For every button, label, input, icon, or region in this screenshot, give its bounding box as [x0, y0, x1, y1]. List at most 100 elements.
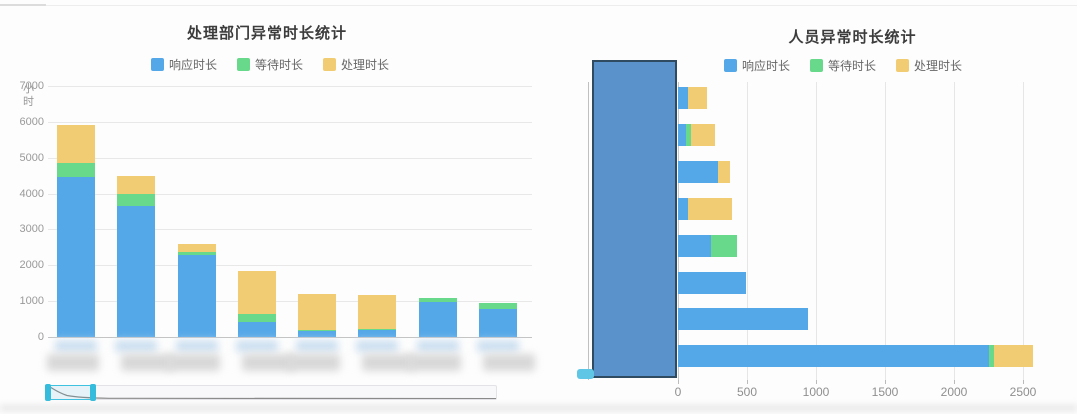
gridline-x-2000	[954, 82, 955, 380]
bar-segment-响应时长[interactable]	[117, 206, 156, 337]
gridline-y-0	[48, 337, 532, 338]
bar-segment-处理时长[interactable]	[237, 271, 276, 314]
bar-segment-处理时长[interactable]	[691, 123, 716, 146]
bar-segment-处理时长[interactable]	[298, 293, 336, 330]
bar-segment-等待时长[interactable]	[237, 313, 276, 322]
bar-segment-等待时长[interactable]	[358, 328, 397, 331]
y-tick-label: 0	[37, 331, 44, 343]
gridline-y-5000	[48, 157, 532, 159]
left-chart-title: 处理部门异常时长统计	[186, 25, 347, 42]
x-tick-mark	[678, 380, 679, 384]
legend-label: 处理时长	[914, 59, 963, 73]
left-plot-area	[48, 86, 532, 338]
x-tick-mark	[1023, 380, 1024, 384]
vertical-datazoom-window[interactable]	[592, 60, 677, 378]
bar-segment-处理时长[interactable]	[718, 160, 731, 183]
y-tick-label: 1000	[19, 295, 44, 308]
legend-swatch-blue-icon	[723, 59, 737, 72]
blurred-label-blob	[362, 354, 415, 371]
bar-segment-响应时长[interactable]	[298, 331, 336, 337]
blurred-label-blob	[288, 354, 340, 371]
x-tick-label: 2000	[940, 385, 968, 399]
blurred-label-blob	[175, 340, 218, 352]
bar-segment-响应时长[interactable]	[418, 301, 457, 337]
blurred-label-blob	[356, 340, 399, 352]
bar-segment-响应时长[interactable]	[678, 308, 808, 331]
bar-segment-处理时长[interactable]	[687, 87, 707, 109]
bar-segment-处理时长[interactable]	[358, 294, 397, 329]
bar-segment-等待时长[interactable]	[418, 297, 457, 302]
x-tick-label: 1000	[802, 385, 830, 399]
legend-label: 等待时长	[254, 58, 303, 72]
blurred-label-blob	[416, 340, 459, 352]
legend-item-process-time[interactable]: 处理时长	[896, 57, 962, 74]
bar-segment-等待时长[interactable]	[57, 163, 95, 178]
gridline-y-6000	[48, 121, 532, 123]
bar-segment-响应时长[interactable]	[678, 271, 746, 294]
bar-segment-响应时长[interactable]	[237, 321, 276, 337]
x-tick-label: 500	[736, 385, 758, 399]
vertical-datazoom-handle[interactable]	[577, 369, 594, 379]
bar-segment-处理时长[interactable]	[57, 125, 95, 164]
bar-segment-响应时长[interactable]	[678, 160, 719, 183]
left-legend: 响应时长 等待时长 处理时长	[0, 56, 540, 73]
legend-item-response-time[interactable]: 响应时长	[150, 56, 217, 73]
bar-segment-响应时长[interactable]	[177, 254, 216, 337]
gridline-x-500	[747, 82, 748, 380]
bar-segment-响应时长[interactable]	[57, 177, 95, 337]
legend-swatch-green-icon	[236, 58, 250, 71]
datazoom-window[interactable]	[48, 385, 93, 400]
bar-segment-响应时长[interactable]	[678, 87, 688, 109]
bar-segment-处理时长[interactable]	[687, 197, 732, 220]
y-tick-label: 7000	[19, 80, 44, 92]
legend-swatch-green-icon	[809, 59, 823, 72]
right-plot-area	[678, 82, 1033, 380]
right-legend: 响应时长 等待时长 处理时长	[615, 57, 1071, 74]
bar-segment-响应时长[interactable]	[478, 308, 517, 337]
blurred-label-blob	[296, 340, 338, 352]
vertical-datazoom-track[interactable]	[588, 82, 589, 380]
legend-swatch-blue-icon	[150, 58, 164, 71]
gridline-x-1500	[885, 82, 886, 380]
gridline-x-2500	[1023, 82, 1024, 380]
legend-item-process-time[interactable]: 处理时长	[323, 56, 389, 73]
bar-segment-等待时长[interactable]	[686, 123, 692, 146]
top-divider-line	[0, 5, 1077, 6]
bar-segment-响应时长[interactable]	[358, 330, 397, 337]
bar-segment-响应时长[interactable]	[678, 234, 712, 257]
bar-segment-处理时长[interactable]	[117, 175, 156, 194]
bar-segment-处理时长[interactable]	[177, 243, 216, 253]
blurred-label-blob	[235, 340, 278, 352]
datazoom-data-shadow	[49, 386, 496, 399]
legend-item-wait-time[interactable]: 等待时长	[236, 56, 303, 73]
y-axis-unit-label: 小时	[23, 83, 34, 108]
gridline-x-1000	[816, 82, 817, 380]
x-tick-mark	[885, 380, 886, 384]
bar-segment-等待时长[interactable]	[478, 302, 517, 309]
bar-segment-等待时长[interactable]	[298, 329, 336, 332]
bar-segment-响应时长[interactable]	[678, 123, 687, 146]
gridline-y-1000	[48, 301, 532, 303]
blurred-label-blob	[482, 354, 535, 371]
legend-label: 响应时长	[168, 58, 217, 72]
bar-segment-等待时长[interactable]	[988, 345, 995, 368]
gridline-y-4000	[48, 193, 532, 195]
bar-segment-等待时长[interactable]	[177, 252, 216, 255]
y-tick-label: 5000	[19, 151, 44, 164]
bar-segment-处理时长[interactable]	[994, 345, 1033, 368]
gridline-x-0	[678, 82, 679, 380]
datazoom-right-handle[interactable]	[90, 384, 96, 401]
bar-segment-等待时长[interactable]	[117, 193, 156, 207]
datazoom-left-handle[interactable]	[45, 384, 51, 401]
blurred-label-blob	[241, 354, 294, 371]
department-duration-chart: 处理部门异常时长统计 响应时长 等待时长 处理时长 小时 0 1000 2000 30…	[0, 25, 540, 401]
x-tick-label: 1500	[871, 385, 899, 399]
legend-item-response-time[interactable]: 响应时长	[723, 57, 790, 74]
bar-segment-等待时长[interactable]	[711, 234, 737, 257]
legend-item-wait-time[interactable]: 等待时长	[809, 57, 876, 74]
bar-segment-响应时长[interactable]	[678, 345, 989, 368]
datazoom-slider-track[interactable]	[48, 385, 497, 400]
bar-segment-响应时长[interactable]	[678, 197, 688, 220]
personnel-duration-chart: 人员异常时长统计 响应时长 等待时长 处理时长 0 500 1000 1500 2000…	[565, 0, 1077, 414]
